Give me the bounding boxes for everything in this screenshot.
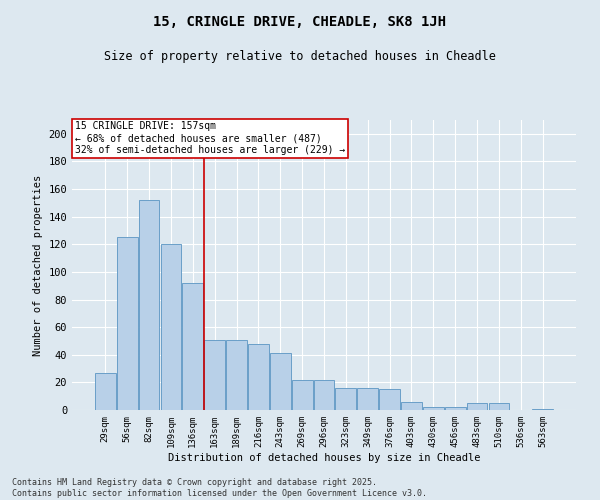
Bar xyxy=(204,340,225,410)
Bar xyxy=(161,244,181,410)
Text: 15 CRINGLE DRIVE: 157sqm
← 68% of detached houses are smaller (487)
32% of semi-: 15 CRINGLE DRIVE: 157sqm ← 68% of detach… xyxy=(74,122,345,154)
Bar xyxy=(314,380,334,410)
Text: Contains HM Land Registry data © Crown copyright and database right 2025.
Contai: Contains HM Land Registry data © Crown c… xyxy=(12,478,427,498)
Bar xyxy=(358,388,378,410)
Bar xyxy=(139,200,160,410)
Bar xyxy=(488,403,509,410)
Bar xyxy=(292,380,313,410)
X-axis label: Distribution of detached houses by size in Cheadle: Distribution of detached houses by size … xyxy=(168,452,480,462)
Bar xyxy=(532,408,553,410)
Bar xyxy=(95,372,116,410)
Bar xyxy=(270,354,290,410)
Bar xyxy=(182,283,203,410)
Bar xyxy=(379,390,400,410)
Bar xyxy=(401,402,422,410)
Bar xyxy=(423,407,444,410)
Bar xyxy=(248,344,269,410)
Bar xyxy=(445,407,466,410)
Bar xyxy=(117,238,137,410)
Text: Size of property relative to detached houses in Cheadle: Size of property relative to detached ho… xyxy=(104,50,496,63)
Text: 15, CRINGLE DRIVE, CHEADLE, SK8 1JH: 15, CRINGLE DRIVE, CHEADLE, SK8 1JH xyxy=(154,15,446,29)
Bar xyxy=(226,340,247,410)
Y-axis label: Number of detached properties: Number of detached properties xyxy=(33,174,43,356)
Bar xyxy=(467,403,487,410)
Bar xyxy=(335,388,356,410)
